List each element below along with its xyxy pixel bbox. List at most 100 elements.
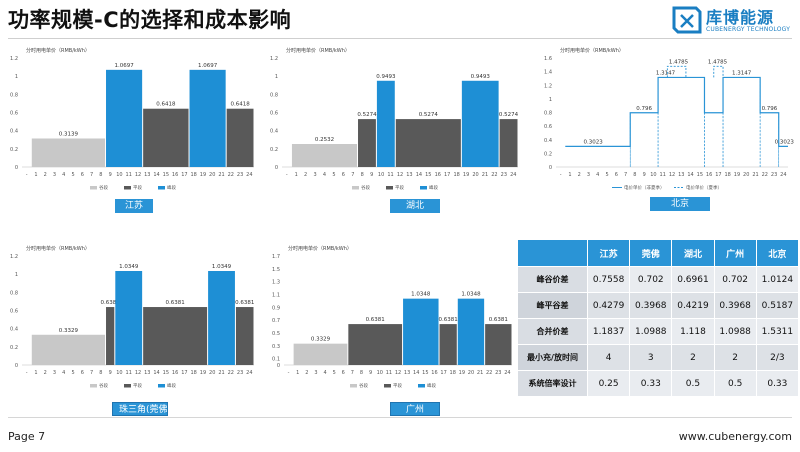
x-tick-label: 21: [752, 172, 758, 178]
x-tick-label: 23: [501, 172, 507, 178]
bar-value-label: 0.9493: [471, 74, 491, 80]
line-value-label: 1.3147: [732, 70, 752, 76]
table-row: 最小充/放时间 4 3 2 2 2/3: [517, 344, 800, 371]
x-tick-label: 6: [81, 370, 84, 376]
x-tick-label: 7: [90, 172, 93, 178]
x-tick-label: 10: [377, 370, 383, 376]
legend-swatch-flat: [384, 384, 391, 388]
legend-swatch-flat: [386, 186, 393, 190]
title-divider: [8, 38, 792, 39]
table-cell: 0.33: [755, 370, 800, 397]
table-corner: [517, 239, 588, 267]
table-cell: 0.5187: [755, 292, 800, 319]
x-tick-label: 8: [633, 172, 636, 178]
table-col-header: 北京: [755, 239, 800, 267]
table-cell: 0.4219: [671, 292, 715, 319]
region-tag-guangzhou: 广州: [390, 402, 440, 416]
x-tick-label: 24: [780, 172, 786, 178]
x-tick-label: 24: [246, 370, 252, 376]
price-bar-flat: [106, 307, 115, 365]
y-tick-label: 1.3: [272, 280, 280, 286]
x-tick-label: 19: [734, 172, 740, 178]
y-tick-label: 0: [15, 363, 18, 369]
x-tick-label: 21: [218, 172, 224, 178]
table-cell: 1.118: [671, 318, 715, 345]
x-tick-label: 1: [34, 172, 37, 178]
price-bar-peak: [461, 80, 499, 167]
chart-title: 分时用电单价（RMB/kWh）: [26, 47, 90, 54]
table-row-label: 系统倍率设计: [517, 370, 588, 397]
table-cell: 0.7558: [586, 266, 631, 293]
chart-hubei: 分时用电单价（RMB/kWh） 0 0.2 0.4 0.6 0.8 1 1.2 0.2532 0.…: [270, 47, 519, 191]
y-tick-label: 0.4: [270, 129, 278, 135]
y-tick-label: 0: [277, 363, 280, 369]
price-spread-table: 江苏 莞佛 湖北 广州 北京 峰谷价差 0.7558 0.702 0.6961 …: [517, 239, 800, 397]
x-tick-label: 16: [172, 370, 178, 376]
x-tick-label: -: [26, 172, 28, 178]
table-row-label: 峰谷价差: [517, 266, 588, 293]
x-tick-label: 2: [304, 172, 307, 178]
y-tick-label: 1: [275, 74, 278, 80]
x-tick-label: -: [560, 172, 562, 178]
x-tick-label: 9: [109, 370, 112, 376]
x-tick-label: 20: [743, 172, 749, 178]
legend-label: 谷段: [361, 184, 370, 191]
x-tick-label: 16: [706, 172, 712, 178]
x-tick-label: 5: [71, 172, 74, 178]
y-tick-label: 1.2: [10, 56, 18, 62]
table-cell: 2: [671, 344, 715, 371]
x-tick-label: 24: [510, 172, 516, 178]
price-bar-peak: [106, 69, 143, 167]
x-tick-label: 4: [323, 370, 326, 376]
y-tick-label: 0.6: [544, 124, 552, 130]
page-number: Page 7: [8, 430, 46, 443]
y-tick-label: 0.2: [544, 151, 552, 157]
x-tick-label: 6: [342, 172, 345, 178]
table-cell: 0.702: [713, 266, 757, 293]
y-tick-label: 0.4: [544, 138, 552, 144]
table-cell: 2: [713, 344, 757, 371]
bar-value-label: 0.9493: [376, 74, 396, 80]
x-tick-label: 20: [472, 172, 478, 178]
x-tick-label: 22: [491, 172, 497, 178]
x-tick-label: 9: [369, 370, 372, 376]
x-tick-label: 22: [762, 172, 768, 178]
x-tick-label: 14: [413, 370, 419, 376]
line-value-label: 0.796: [762, 106, 778, 112]
x-tick-label: 19: [463, 172, 469, 178]
x-tick-label: 1: [34, 370, 37, 376]
y-tick-label: 0.5: [272, 331, 280, 337]
price-bar-peak: [208, 270, 235, 365]
x-tick-label: 21: [477, 370, 483, 376]
x-tick-label: 13: [404, 370, 410, 376]
table-row-label: 合并价差: [517, 318, 588, 345]
x-tick-label: 10: [650, 172, 656, 178]
table-cell: 0.6961: [671, 266, 715, 293]
x-tick-label: 17: [181, 370, 187, 376]
y-tick-label: 0.2: [10, 345, 18, 351]
y-tick-label: 0.4: [10, 129, 18, 135]
x-tick-label: 23: [771, 172, 777, 178]
price-bar-valley: [31, 138, 106, 167]
x-tick-label: 11: [126, 172, 132, 178]
y-tick-label: 0.2: [10, 147, 18, 153]
line-value-label: 1.4785: [669, 59, 689, 65]
legend-label: 电价单价（夏季）: [686, 184, 722, 191]
bar-value-label: 0.5274: [499, 112, 519, 118]
price-bar-flat: [143, 108, 189, 167]
price-bar-valley: [293, 343, 348, 365]
y-tick-label: 1.1: [272, 292, 280, 298]
x-tick-label: 9: [109, 172, 112, 178]
table-cell: 0.3968: [629, 292, 673, 319]
bar-value-label: 0.6381: [235, 300, 254, 306]
legend-swatch-peak: [420, 186, 427, 190]
x-tick-label: 5: [333, 370, 336, 376]
table-cell: 0.5: [671, 370, 715, 397]
x-tick-label: 10: [116, 172, 122, 178]
table-cell: 1.1837: [586, 318, 631, 345]
y-tick-label: 0: [15, 165, 18, 171]
table-row-label: 最小充/放时间: [517, 344, 588, 371]
bar-value-label: 0.3329: [311, 337, 331, 343]
bar-value-label: 0.6381: [366, 317, 385, 323]
x-tick-label: 1: [568, 172, 571, 178]
